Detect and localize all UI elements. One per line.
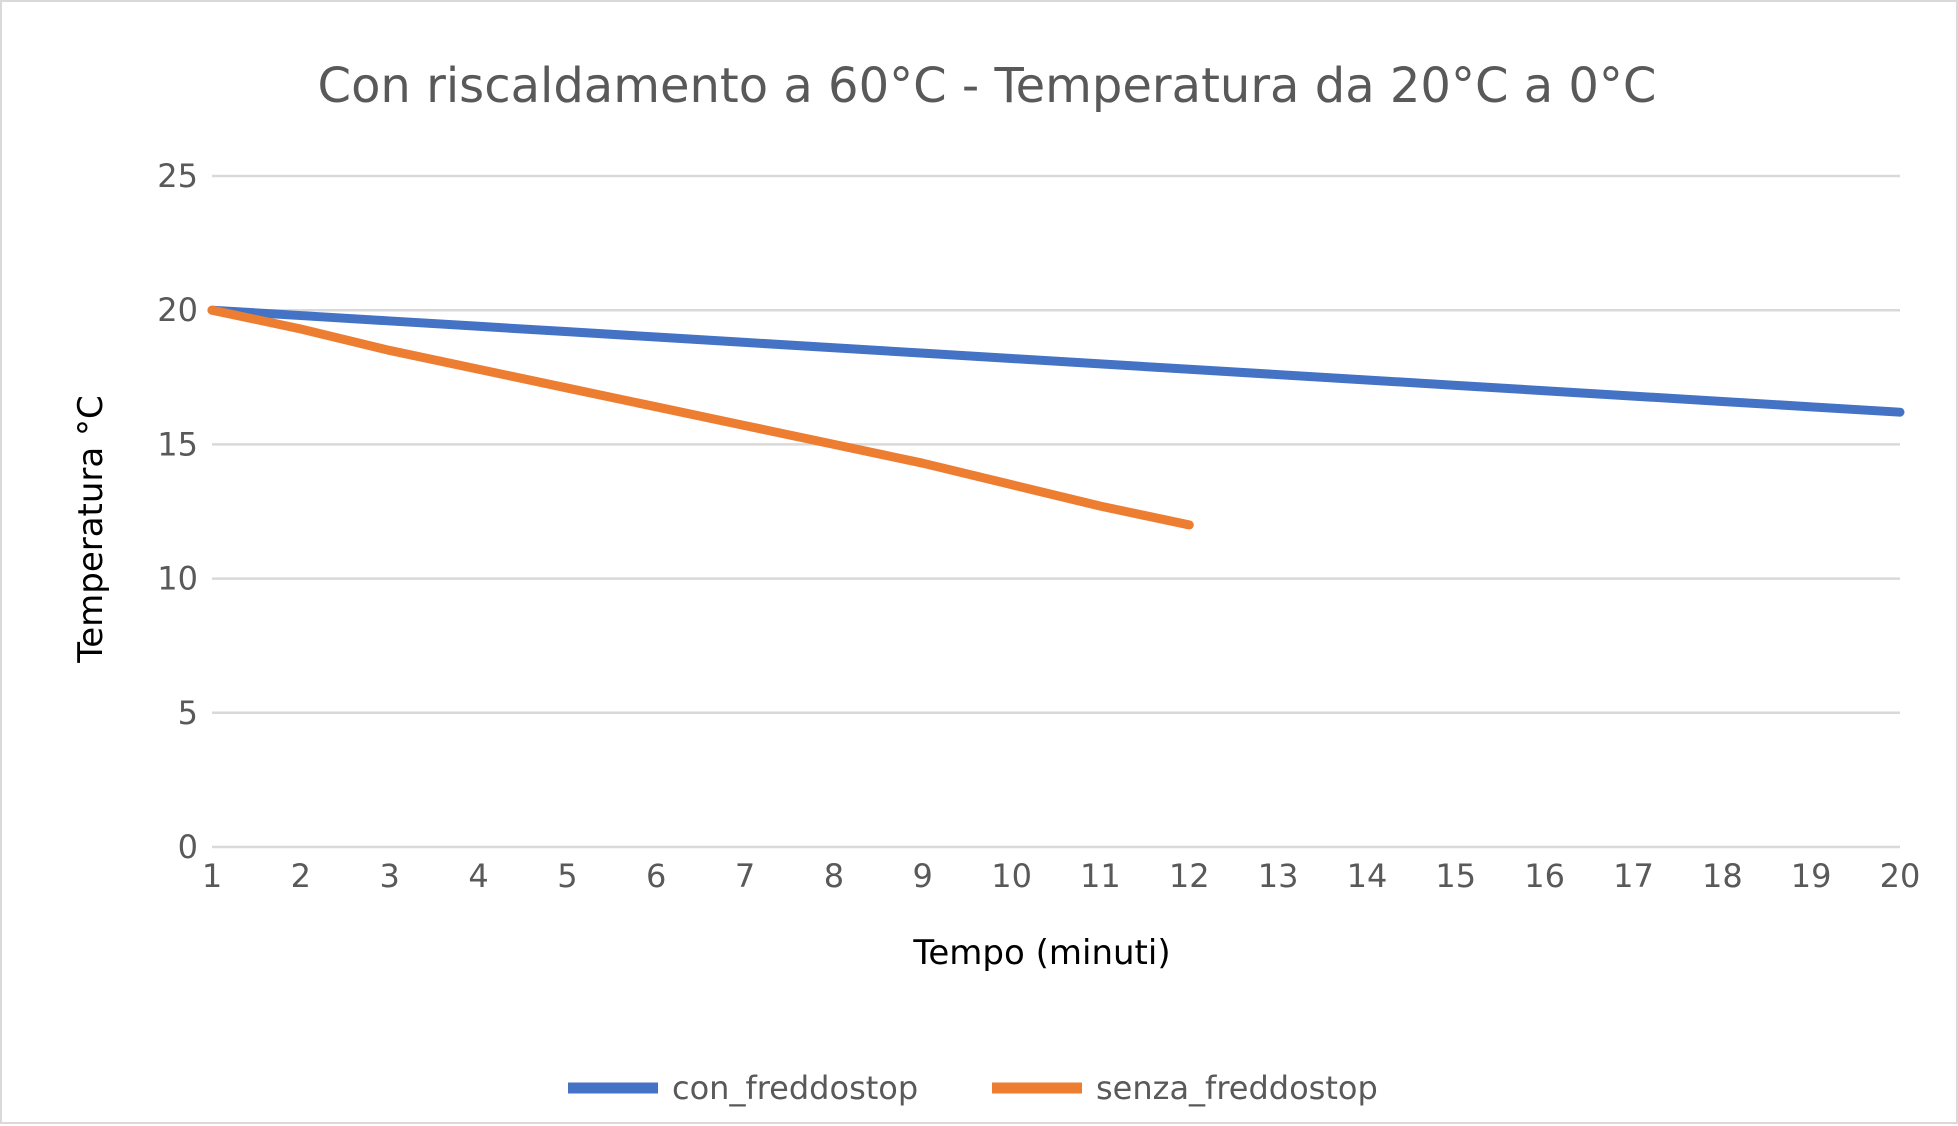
y-tick-label: 25 (157, 157, 198, 195)
y-tick-label: 10 (157, 560, 198, 598)
x-tick-label: 1 (202, 857, 222, 895)
legend-label-senza_freddostop: senza_freddostop (1096, 1069, 1378, 1107)
x-tick-label: 13 (1258, 857, 1299, 895)
x-tick-label: 2 (291, 857, 311, 895)
x-axis-ticks: 1 2 3 4 5 6 7 8 9 10 11 12 13 14 15 16 17 18 19 20 (202, 857, 1921, 895)
gridlines (212, 174, 1900, 849)
y-axis-ticks: 0 5 10 15 20 25 (157, 157, 198, 866)
x-tick-label: 17 (1613, 857, 1654, 895)
x-tick-label: 8 (824, 857, 844, 895)
x-tick-label: 4 (468, 857, 488, 895)
x-tick-label: 18 (1702, 857, 1743, 895)
chart-title: Con riscaldamento a 60°C - Temperatura d… (318, 58, 1657, 114)
x-tick-label: 19 (1791, 857, 1832, 895)
x-tick-label: 20 (1880, 857, 1921, 895)
y-axis-label: Temperatura °C (71, 395, 111, 664)
x-tick-label: 15 (1435, 857, 1476, 895)
y-tick-label: 5 (178, 694, 198, 732)
x-tick-label: 11 (1080, 857, 1121, 895)
x-tick-label: 16 (1524, 857, 1565, 895)
x-tick-label: 7 (735, 857, 755, 895)
y-tick-label: 20 (157, 291, 198, 329)
series-lines (207, 305, 1905, 530)
x-tick-label: 12 (1169, 857, 1210, 895)
series-line-con_freddostop (207, 305, 1905, 417)
y-tick-label: 0 (178, 828, 198, 866)
legend-label-con_freddostop: con_freddostop (672, 1069, 918, 1107)
y-tick-label: 15 (157, 425, 198, 463)
x-tick-label: 10 (991, 857, 1032, 895)
x-tick-label: 5 (557, 857, 577, 895)
x-tick-label: 3 (380, 857, 400, 895)
x-tick-label: 14 (1347, 857, 1388, 895)
x-tick-label: 9 (913, 857, 933, 895)
x-tick-label: 6 (646, 857, 666, 895)
series-line-senza_freddostop (207, 305, 1194, 530)
legend: con_freddostop senza_freddostop (568, 1069, 1378, 1107)
x-axis-label: Tempo (minuti) (912, 933, 1170, 973)
